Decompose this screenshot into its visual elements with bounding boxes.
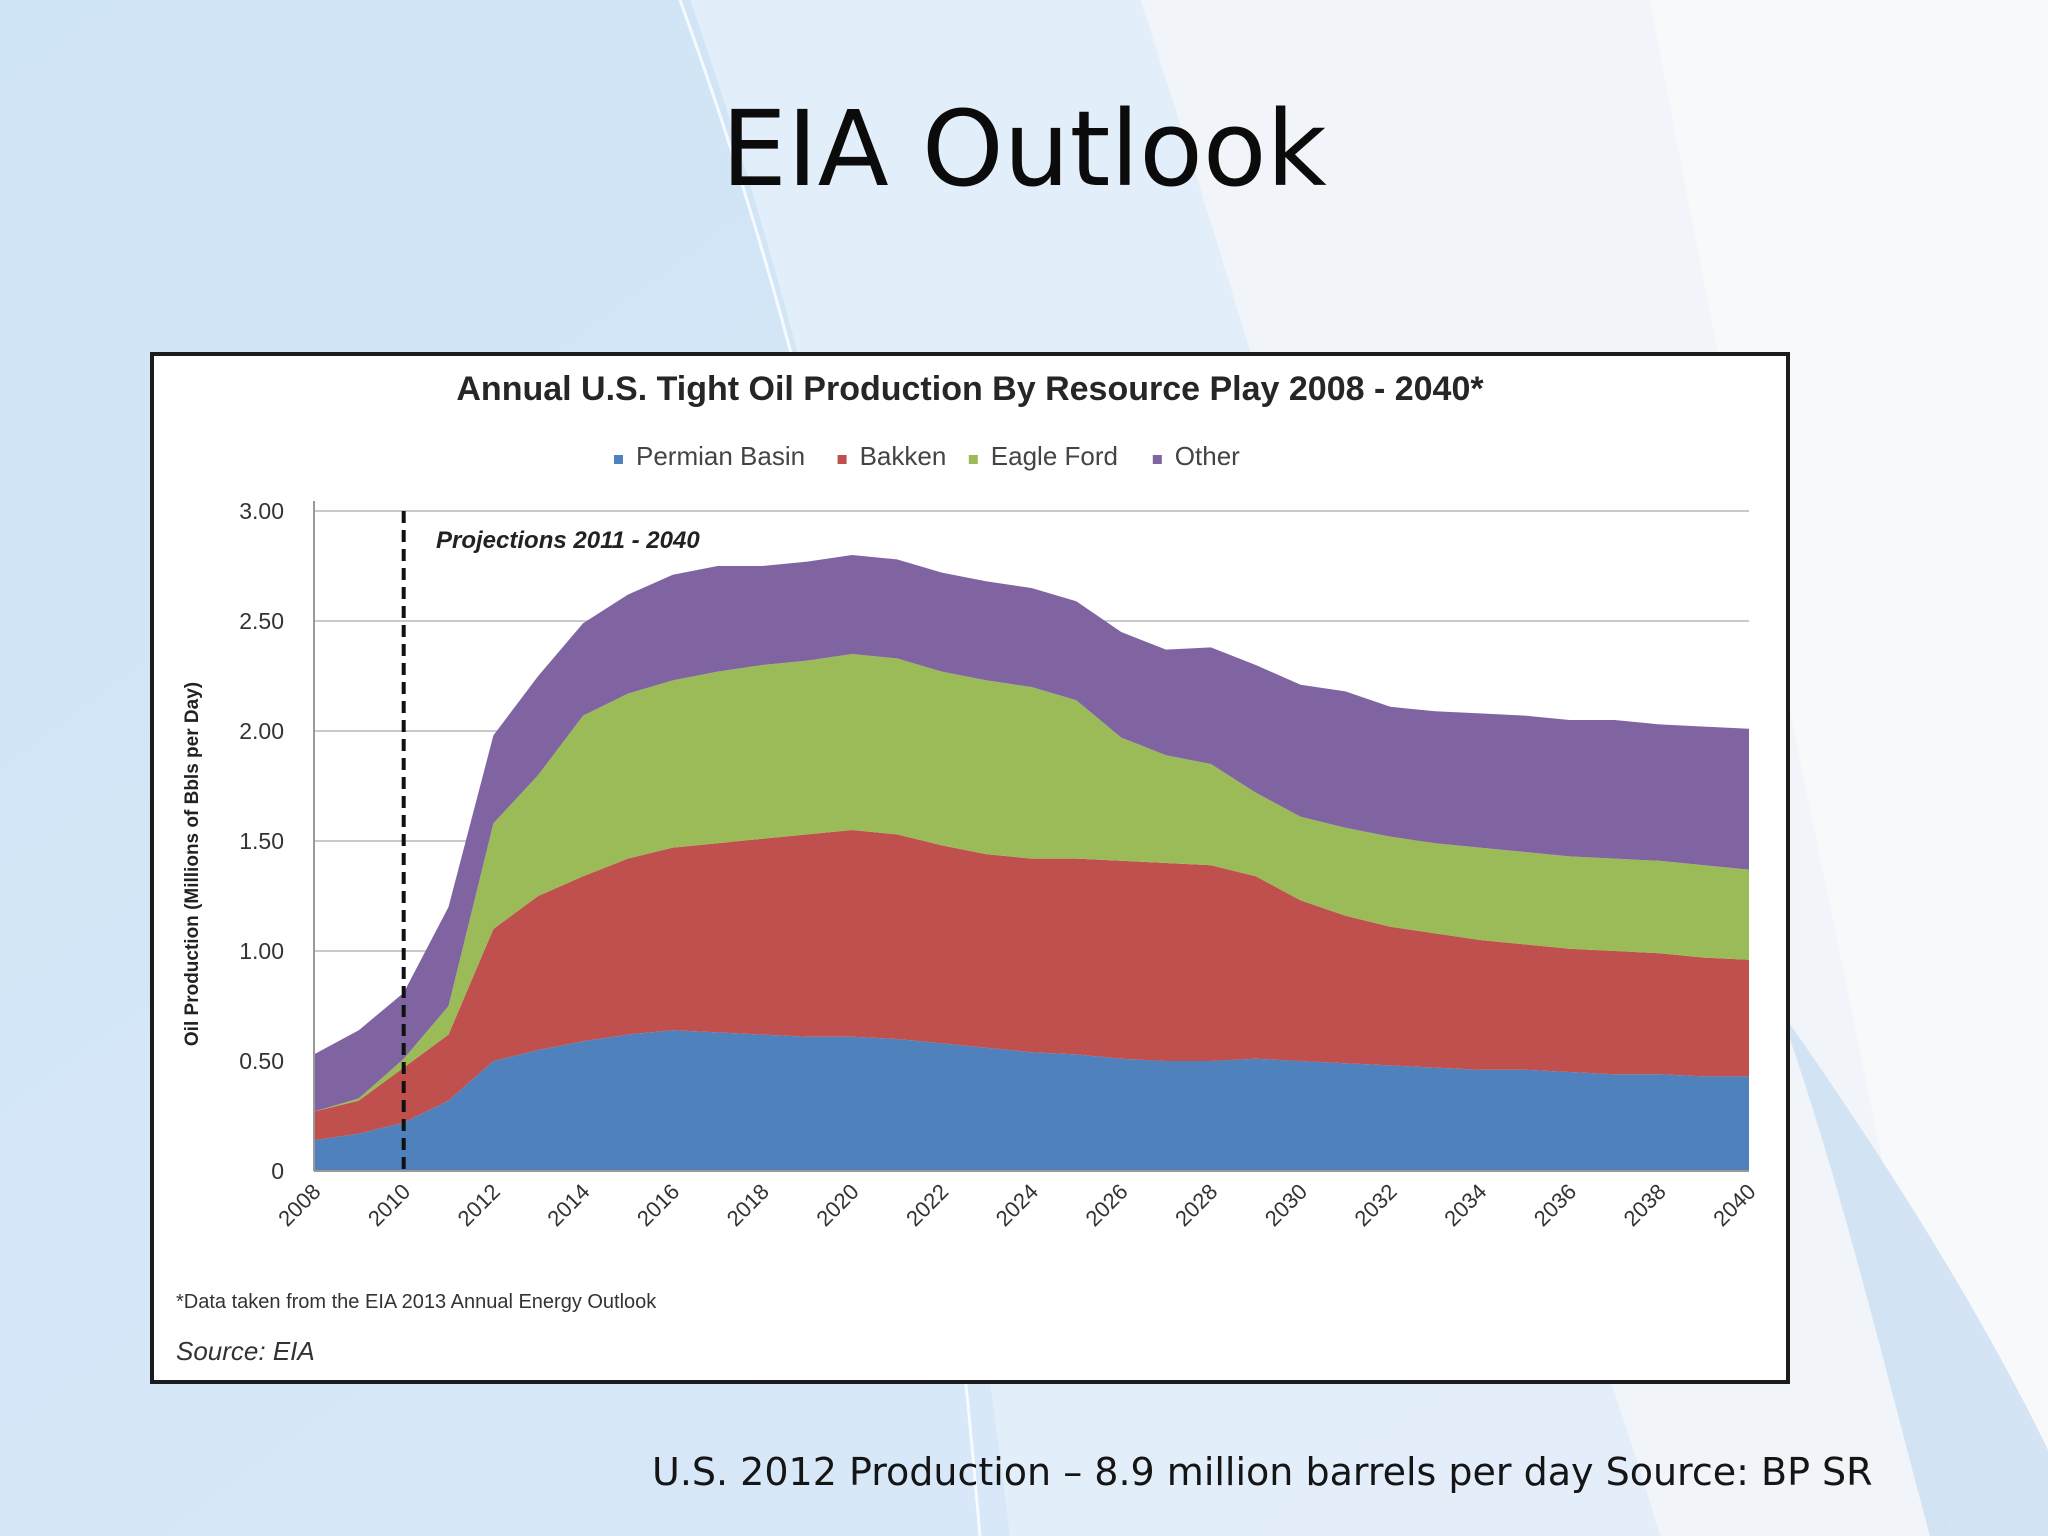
slide-title: EIA Outlook bbox=[721, 88, 1327, 210]
x-tick-label: 2034 bbox=[1439, 1179, 1491, 1231]
chart-legend: Permian Basin Bakken Eagle Ford Other bbox=[614, 441, 1240, 471]
x-tick-label: 2014 bbox=[542, 1179, 594, 1231]
x-tick-label: 2022 bbox=[901, 1179, 953, 1231]
x-tick-label: 2018 bbox=[722, 1179, 774, 1231]
x-tick-label: 2016 bbox=[632, 1179, 684, 1231]
x-tick-label: 2012 bbox=[453, 1179, 505, 1231]
y-tick-label: 0.50 bbox=[239, 1048, 284, 1074]
x-tick-label: 2040 bbox=[1708, 1179, 1760, 1231]
x-tick-label: 2028 bbox=[1170, 1179, 1222, 1231]
chart-axes: 0 0.50 1.00 1.50 2.00 2.50 3.00 2008 2010 2012 201… bbox=[239, 498, 1760, 1231]
y-tick-label: 2.00 bbox=[239, 718, 284, 744]
area-permian-basin bbox=[314, 1030, 1749, 1171]
x-tick-label: 2008 bbox=[273, 1179, 325, 1231]
slide-caption: U.S. 2012 Production – 8.9 million barre… bbox=[652, 1450, 1873, 1494]
y-axis-label: Oil Production (Millions of Bbls per Day… bbox=[182, 682, 203, 1046]
legend-label: Other bbox=[1175, 441, 1240, 471]
legend-swatch bbox=[837, 455, 847, 464]
chart-areas bbox=[314, 555, 1749, 1171]
legend-label: Permian Basin bbox=[636, 441, 805, 471]
legend-swatch bbox=[968, 455, 978, 464]
projection-annotation: Projections 2011 - 2040 bbox=[436, 527, 700, 554]
chart-source: Source: EIA bbox=[176, 1336, 315, 1366]
chart-title: Annual U.S. Tight Oil Production By Reso… bbox=[456, 370, 1484, 408]
chart-footnote: *Data taken from the EIA 2013 Annual Ene… bbox=[176, 1291, 657, 1313]
y-tick-label: 3.00 bbox=[239, 498, 284, 524]
y-tick-label: 1.00 bbox=[239, 938, 284, 964]
x-tick-label: 2024 bbox=[991, 1179, 1043, 1231]
y-tick-label: 2.50 bbox=[239, 608, 284, 634]
x-tick-label: 2038 bbox=[1619, 1179, 1671, 1231]
legend-label: Eagle Ford bbox=[991, 441, 1118, 471]
x-tick-label: 2036 bbox=[1529, 1179, 1581, 1231]
x-tick-label: 2020 bbox=[811, 1179, 863, 1231]
legend-swatch bbox=[614, 455, 623, 464]
area-other bbox=[314, 555, 1749, 1112]
area-bakken bbox=[314, 830, 1749, 1141]
x-tick-label: 2032 bbox=[1349, 1179, 1401, 1231]
legend-swatch bbox=[1152, 455, 1162, 464]
legend-label: Bakken bbox=[860, 441, 947, 471]
x-tick-label: 2026 bbox=[1080, 1179, 1132, 1231]
y-tick-label: 0 bbox=[271, 1158, 284, 1184]
area-eagle-ford bbox=[314, 654, 1749, 1112]
chart-frame: Annual U.S. Tight Oil Production By Reso… bbox=[150, 352, 1790, 1384]
y-tick-label: 1.50 bbox=[239, 828, 284, 854]
x-tick-label: 2030 bbox=[1260, 1179, 1312, 1231]
chart-canvas: Annual U.S. Tight Oil Production By Reso… bbox=[176, 370, 1761, 1366]
x-tick-label: 2010 bbox=[363, 1179, 415, 1231]
